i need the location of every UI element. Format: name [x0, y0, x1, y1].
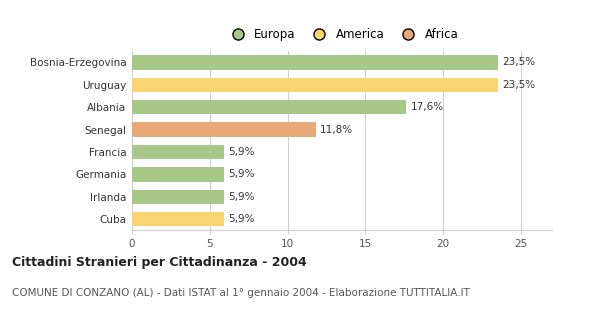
Text: 5,9%: 5,9% [229, 214, 255, 224]
Text: 5,9%: 5,9% [229, 169, 255, 180]
Bar [132, 100, 406, 115]
Text: 23,5%: 23,5% [502, 57, 535, 68]
Text: 5,9%: 5,9% [229, 147, 255, 157]
Bar [132, 212, 224, 227]
Bar [132, 122, 316, 137]
Legend: Europa, America, Africa: Europa, America, Africa [221, 23, 463, 45]
Text: COMUNE DI CONZANO (AL) - Dati ISTAT al 1° gennaio 2004 - Elaborazione TUTTITALIA: COMUNE DI CONZANO (AL) - Dati ISTAT al 1… [12, 288, 470, 298]
Text: 11,8%: 11,8% [320, 124, 353, 135]
Bar [132, 145, 224, 159]
Bar [132, 167, 224, 182]
Text: 17,6%: 17,6% [410, 102, 443, 112]
Bar [132, 55, 497, 70]
Text: 23,5%: 23,5% [502, 80, 535, 90]
Text: 5,9%: 5,9% [229, 192, 255, 202]
Bar [132, 189, 224, 204]
Text: Cittadini Stranieri per Cittadinanza - 2004: Cittadini Stranieri per Cittadinanza - 2… [12, 256, 307, 269]
Bar [132, 77, 497, 92]
